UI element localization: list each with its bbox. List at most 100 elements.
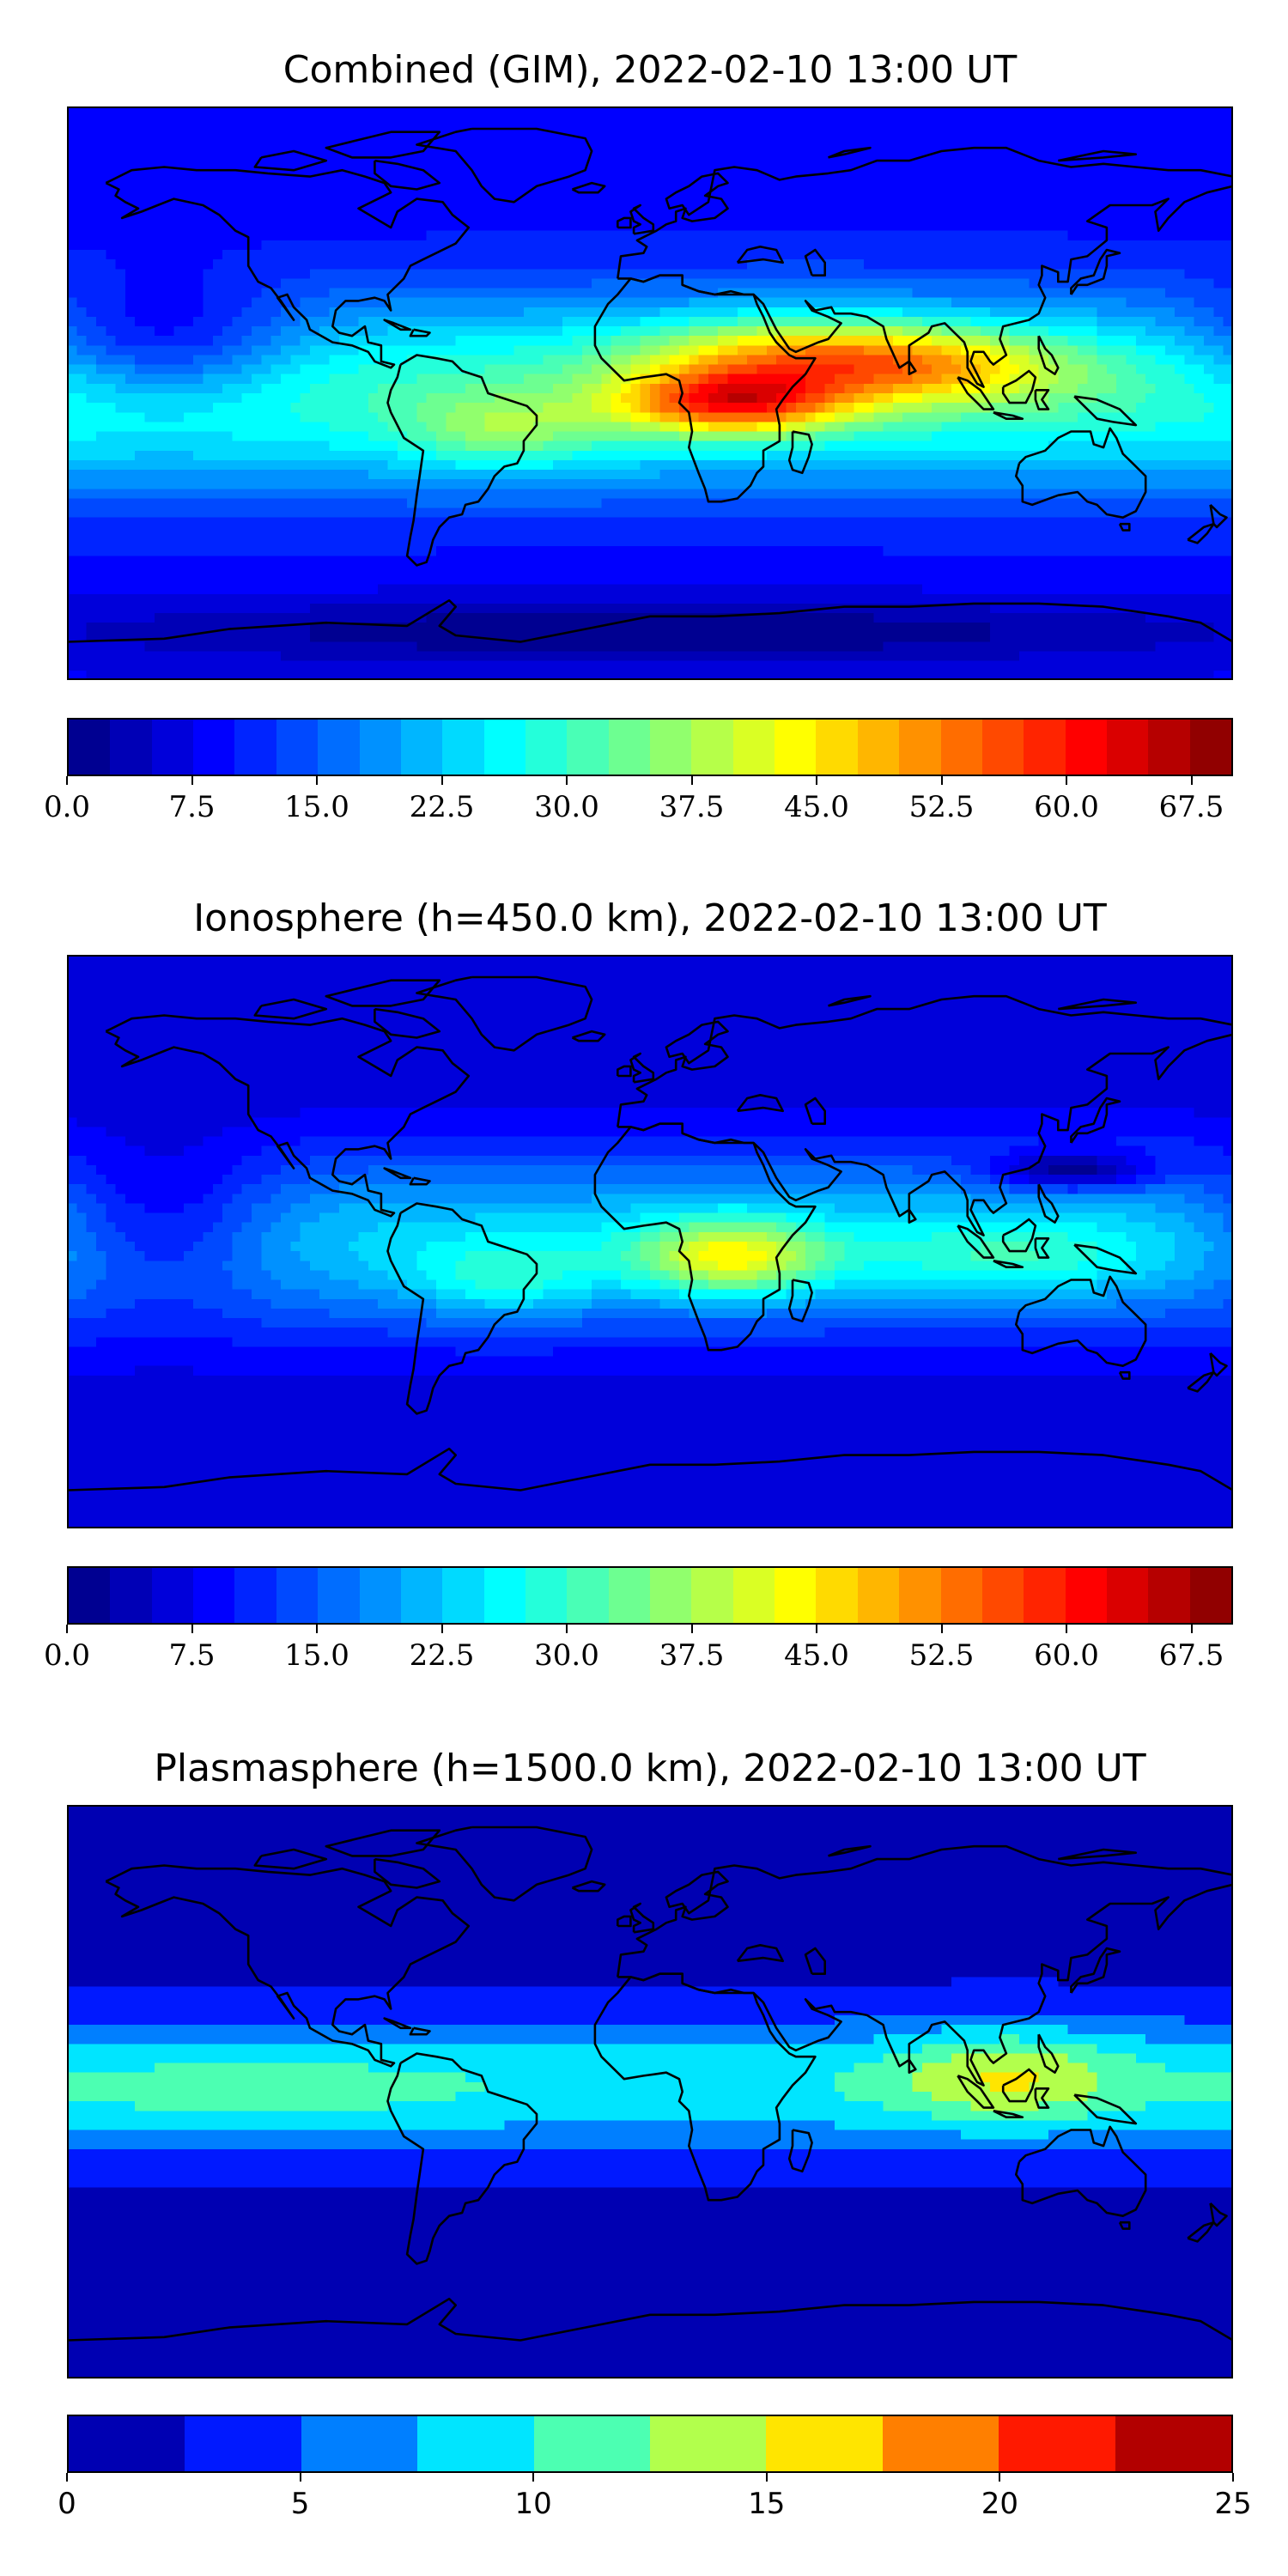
contour-cell [669, 135, 680, 146]
contour-cell [232, 345, 243, 356]
contour-cell [261, 355, 272, 366]
contour-cell [164, 221, 175, 232]
contour-cell [795, 355, 806, 366]
contour-cell [1077, 422, 1088, 433]
contour-cell [961, 173, 972, 184]
contour-cell [76, 489, 88, 500]
contour-cell [678, 479, 690, 489]
contour-cell [835, 230, 845, 241]
contour-cell [747, 450, 758, 461]
contour-cell [280, 144, 291, 155]
contour-cell [689, 393, 700, 404]
contour-cell [1135, 326, 1146, 337]
contour-cell [125, 135, 136, 146]
contour-cell [951, 288, 962, 299]
contour-cell [494, 135, 505, 146]
contour-cell [562, 240, 574, 251]
contour-cell [154, 106, 165, 117]
contour-cell [1077, 374, 1088, 385]
contour-cell [650, 250, 660, 260]
contour-cell [426, 459, 437, 471]
contour-cell [135, 374, 146, 385]
contour-cell [1097, 450, 1108, 461]
contour-cell [232, 374, 243, 385]
contour-cell [523, 135, 534, 146]
contour-cell [1204, 163, 1214, 174]
contour-cell [475, 183, 486, 193]
contour-cell [1048, 450, 1059, 461]
contour-cell [815, 345, 826, 356]
contour-cell [465, 250, 476, 260]
contour-cell [902, 259, 914, 270]
contour-cell [212, 125, 223, 136]
contour-cell [727, 326, 738, 337]
contour-cell [747, 278, 758, 289]
contour-cell [708, 269, 719, 279]
contour-cell [1067, 479, 1078, 489]
contour-cell [1019, 479, 1030, 489]
contour-cell [338, 364, 349, 375]
contour-cell [290, 116, 301, 126]
contour-cell [630, 345, 641, 356]
contour-cell [290, 125, 301, 136]
contour-cell [1194, 288, 1205, 299]
contour-cell [980, 183, 991, 193]
contour-cell [854, 336, 865, 346]
contour-cell [1009, 374, 1020, 385]
contour-cell [892, 364, 903, 375]
contour-cell [67, 307, 77, 318]
contour-cell [786, 412, 797, 422]
contour-cell [319, 422, 331, 433]
contour-cell [980, 479, 991, 489]
contour-cell [970, 250, 981, 260]
contour-cell [465, 459, 476, 471]
contour-cell [621, 383, 631, 394]
contour-cell [980, 470, 991, 480]
contour-cell [436, 479, 447, 489]
contour-cell [630, 393, 641, 404]
contour-cell [659, 431, 671, 442]
contour-cell [1058, 336, 1069, 346]
contour-cell [562, 459, 574, 471]
contour-cell [844, 125, 855, 136]
contour-cell [241, 183, 252, 193]
contour-cell [378, 278, 389, 289]
contour-cell [387, 470, 398, 480]
contour-cell [67, 498, 77, 509]
contour-cell [669, 240, 680, 251]
contour-cell [436, 163, 447, 174]
contour-cell [1194, 192, 1205, 203]
contour-cell [533, 498, 544, 509]
contour-cell [659, 345, 671, 356]
contour-cell [824, 316, 835, 327]
contour-cell [280, 479, 291, 489]
contour-cell [270, 336, 282, 346]
contour-cell [183, 125, 194, 136]
contour-cell [795, 450, 806, 461]
contour-cell [737, 135, 748, 146]
contour-cell [1067, 393, 1078, 404]
contour-cell [669, 192, 680, 203]
contour-cell [164, 192, 175, 203]
contour-cell [815, 326, 826, 337]
contour-cell [1029, 240, 1040, 251]
contour-cell [659, 336, 671, 346]
contour-cell [835, 489, 845, 500]
contour-cell [766, 498, 777, 509]
contour-cell [902, 326, 914, 337]
contour-cell [1077, 135, 1088, 146]
contour-cell [261, 459, 272, 471]
contour-cell [475, 240, 486, 251]
contour-cell [854, 259, 865, 270]
contour-cell [1204, 259, 1214, 270]
contour-cell [300, 297, 311, 308]
contour-cell [854, 479, 865, 489]
contour-cell [280, 230, 291, 241]
contour-cell [805, 192, 816, 203]
contour-cell [173, 230, 185, 241]
contour-cell [173, 221, 185, 232]
contour-cell [543, 135, 554, 146]
contour-cell [533, 106, 544, 117]
contour-cell [300, 116, 311, 126]
contour-cell [747, 383, 758, 394]
